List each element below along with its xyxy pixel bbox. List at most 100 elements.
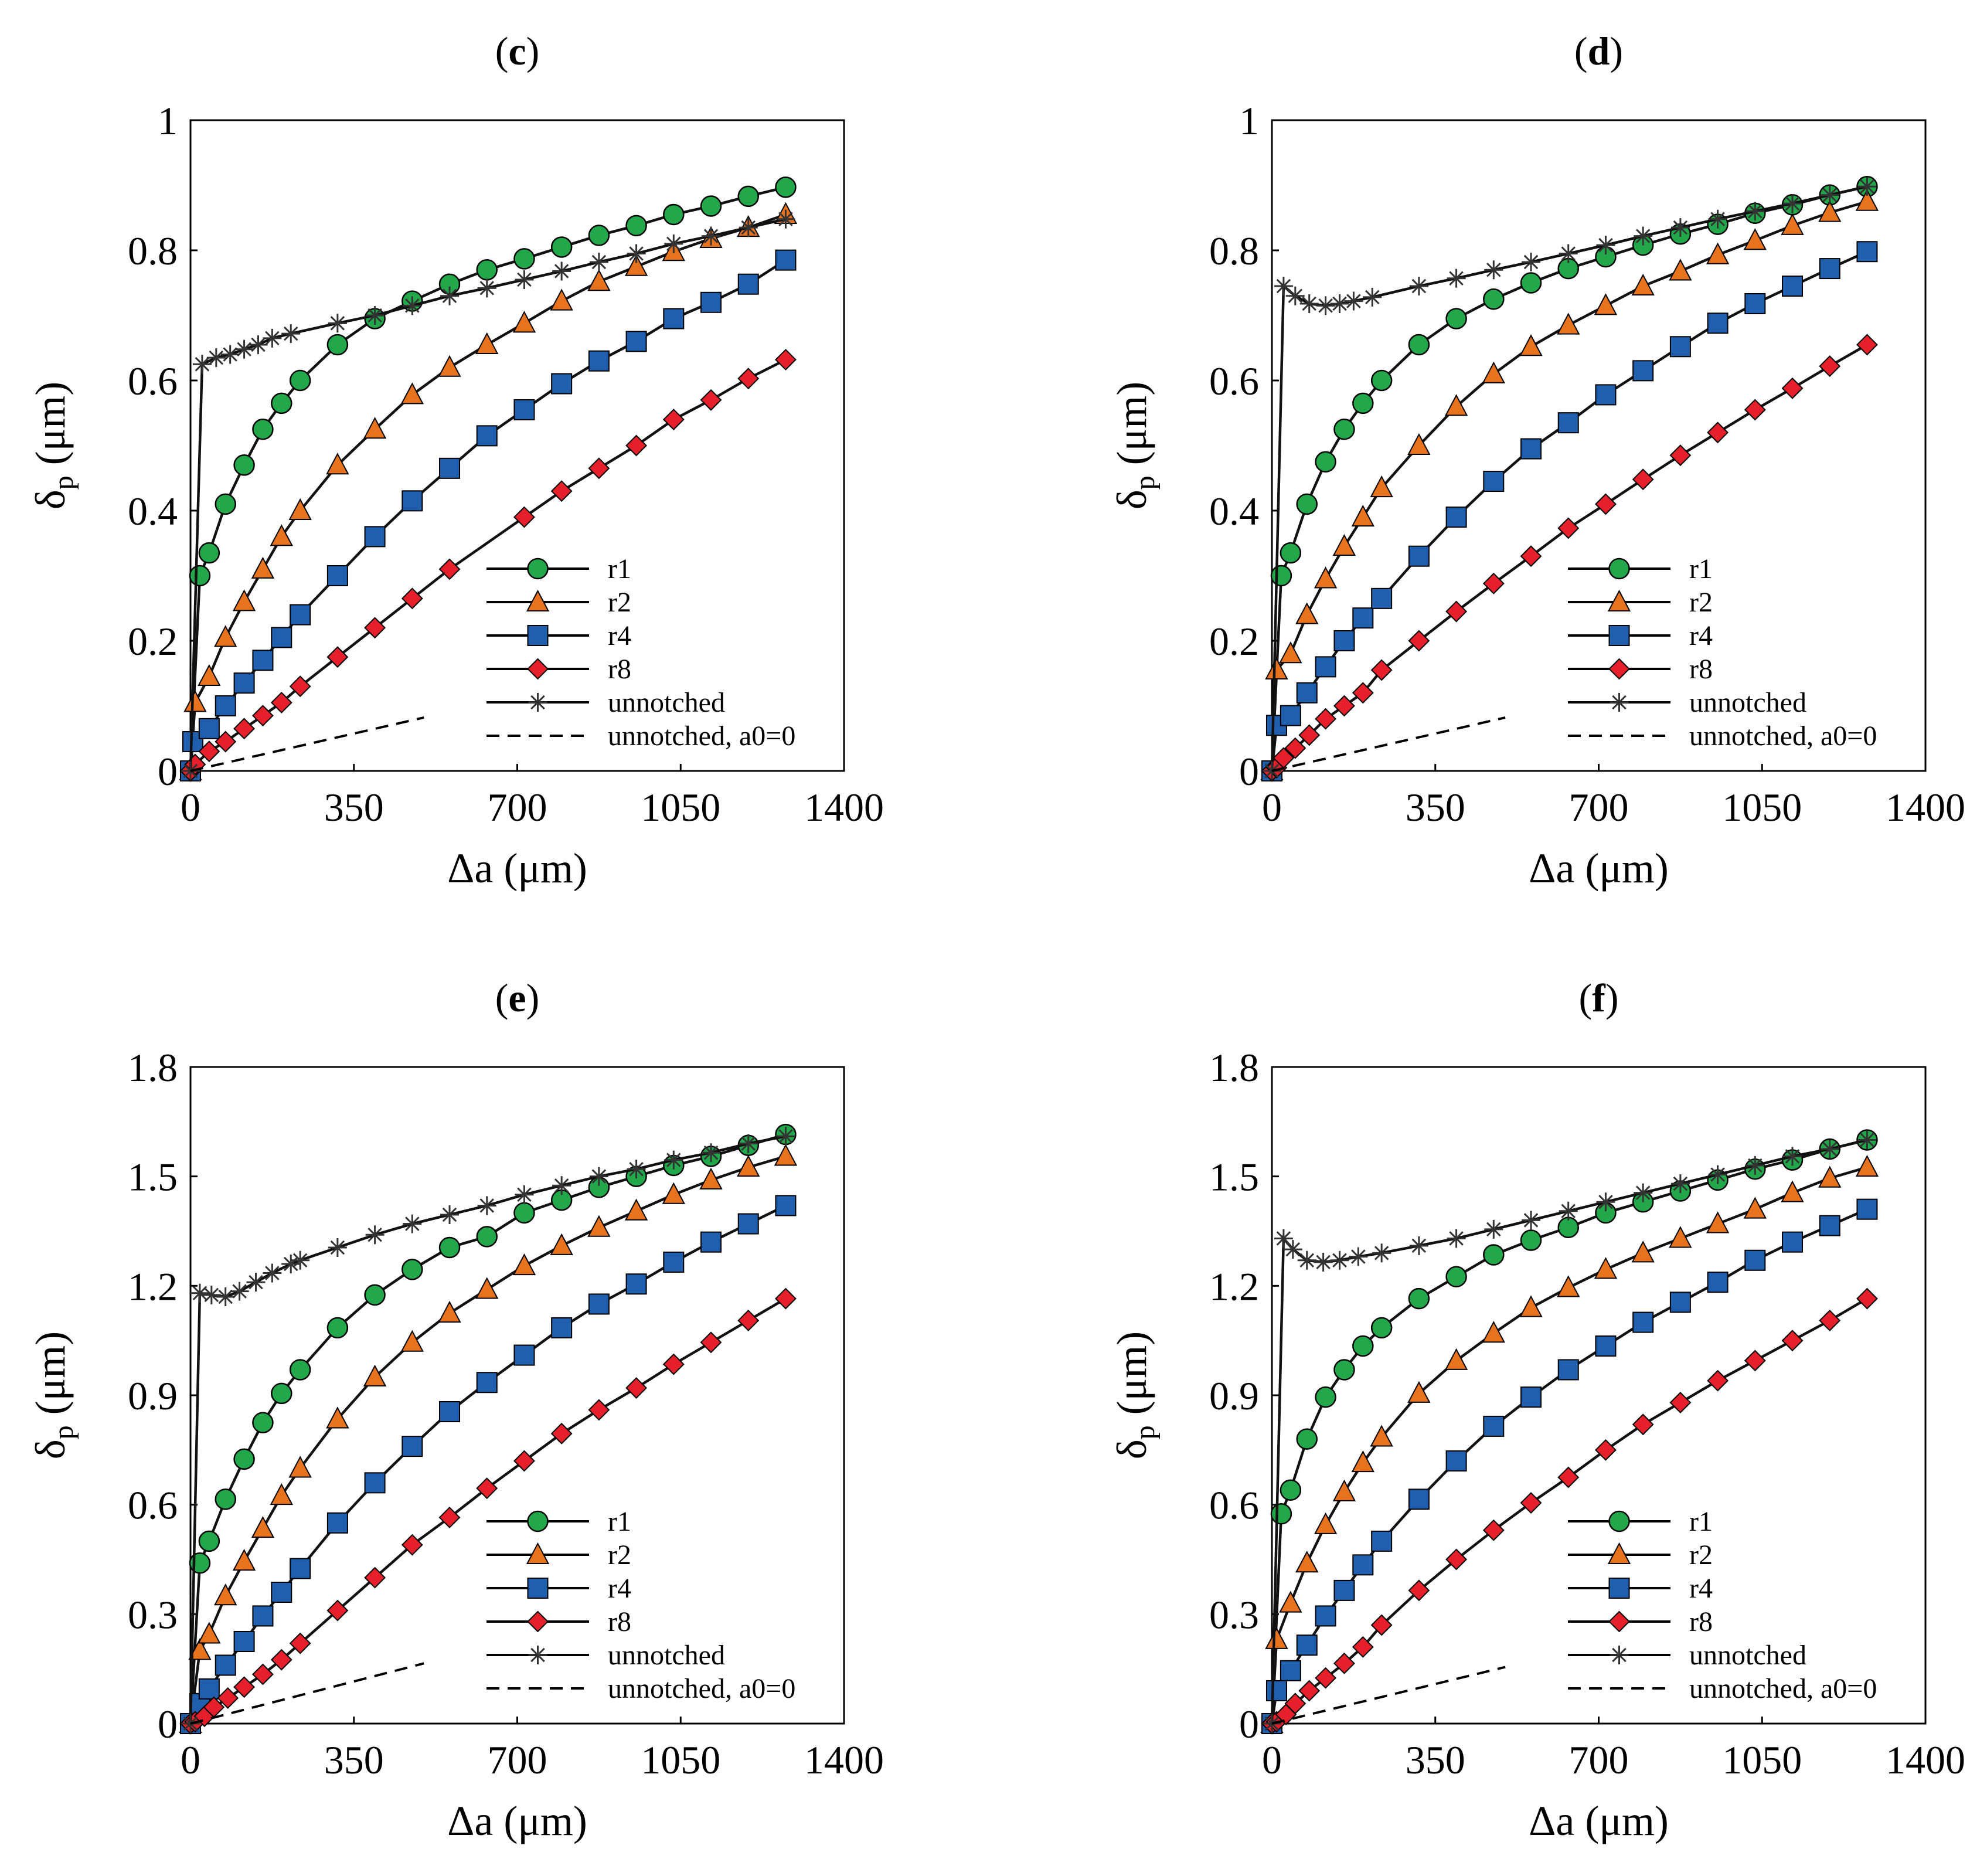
data-point (1372, 1243, 1391, 1263)
data-point (588, 1293, 610, 1315)
data-point (400, 382, 424, 405)
data-point (328, 314, 347, 333)
data-point (1819, 258, 1840, 280)
data-point (476, 425, 498, 447)
data-point (1445, 600, 1468, 623)
data-point (1352, 392, 1374, 414)
data-point (1351, 504, 1374, 527)
legend-label: unnotched, a0=0 (608, 1673, 795, 1704)
panel-label: (e) (495, 976, 540, 1020)
data-point (1631, 1241, 1655, 1263)
data-point (1856, 334, 1878, 356)
star-marker-stroke (1598, 237, 1613, 253)
star-marker-stroke (666, 236, 681, 252)
data-point (663, 203, 685, 226)
data-point (513, 506, 535, 528)
data-point (588, 457, 610, 480)
y-axis-label: δp (μm) (27, 1331, 79, 1460)
star-marker-stroke (265, 1266, 280, 1280)
data-point (663, 308, 685, 329)
star-marker-stroke (1523, 254, 1539, 270)
panel-label-close: ) (526, 29, 540, 73)
x-axis-label-symbol: Δa (447, 1797, 493, 1844)
legend-marker (528, 693, 547, 712)
data-point (515, 1185, 534, 1204)
data-point (289, 675, 311, 698)
y-tick-label: 0.3 (128, 1592, 178, 1637)
panel-label: (c) (495, 29, 540, 73)
data-point (700, 389, 722, 411)
data-point (1299, 294, 1319, 314)
legend-marker (527, 1610, 549, 1633)
data-point (401, 1534, 423, 1556)
panel-label-letter: e (508, 976, 526, 1020)
data-point (1669, 1226, 1692, 1248)
data-point (1557, 1216, 1579, 1239)
data-point (1484, 1219, 1503, 1239)
data-point (198, 718, 220, 739)
data-point (1594, 1257, 1618, 1279)
data-point (1408, 1488, 1430, 1510)
series-line (1271, 716, 1506, 772)
star-marker-stroke (479, 1198, 494, 1213)
data-point (1482, 361, 1505, 383)
y-tick-label: 0.3 (1209, 1592, 1259, 1637)
x-axis-label-symbol: Δa (1529, 1797, 1574, 1844)
y-tick-label: 0.2 (1209, 619, 1259, 664)
data-point (1595, 384, 1617, 406)
panel-label-close: ) (526, 976, 540, 1020)
data-point (477, 1196, 496, 1215)
y-tick-label: 0 (158, 1702, 178, 1746)
data-point (1820, 185, 1839, 205)
data-point (326, 1406, 349, 1429)
data-point (1298, 1680, 1321, 1702)
data-point (1520, 545, 1542, 567)
star-marker-stroke (283, 326, 298, 341)
data-point (550, 1233, 573, 1255)
data-point (438, 1507, 461, 1528)
data-point (1296, 1428, 1318, 1450)
data-point (551, 373, 573, 395)
data-point (402, 1259, 423, 1280)
panel-f: (f) 0 350 700 1050 1400 0 0.3 0.6 0.9 1.2 1.5 1.8 Δa … (1108, 976, 1965, 1844)
x-axis-label-symbol: Δa (447, 845, 493, 892)
data-point (1670, 218, 1690, 237)
data-point (702, 1143, 721, 1163)
data-point (1781, 213, 1804, 235)
data-point (552, 261, 571, 281)
data-point (1781, 1180, 1804, 1202)
x-axis-label: Δa (μm) (447, 1797, 587, 1844)
data-point (271, 1582, 292, 1603)
data-point (1296, 493, 1318, 515)
data-point (1482, 1321, 1505, 1343)
y-tick-label: 0.2 (128, 619, 178, 664)
data-point (625, 434, 648, 457)
legend-marker (1608, 1610, 1630, 1633)
star-marker-stroke (1374, 1246, 1389, 1260)
star-marker-stroke (517, 1187, 532, 1202)
legend-marker (527, 1510, 549, 1532)
series-line (190, 1297, 787, 1725)
legend-marker (1607, 589, 1631, 611)
data-point (1783, 194, 1802, 213)
data-point (215, 1654, 236, 1676)
star-marker-stroke (1288, 288, 1303, 303)
data-point (1352, 1554, 1374, 1576)
data-point (438, 558, 461, 580)
data-point (234, 339, 254, 359)
star-marker-stroke (192, 1286, 207, 1301)
data-point (1670, 1174, 1690, 1194)
data-point (1284, 1693, 1306, 1715)
star-marker-stroke (330, 316, 345, 331)
data-point (737, 1310, 760, 1331)
data-point (512, 1253, 536, 1276)
y-axis-label-subscript: p (1129, 475, 1161, 490)
data-point (1407, 1381, 1431, 1403)
data-point (1632, 1311, 1654, 1333)
data-point (1344, 291, 1363, 311)
data-point (289, 369, 311, 392)
data-point (1296, 682, 1318, 704)
series-r4 (1261, 1198, 1878, 1734)
data-point (1333, 1359, 1355, 1381)
data-point (252, 650, 274, 671)
